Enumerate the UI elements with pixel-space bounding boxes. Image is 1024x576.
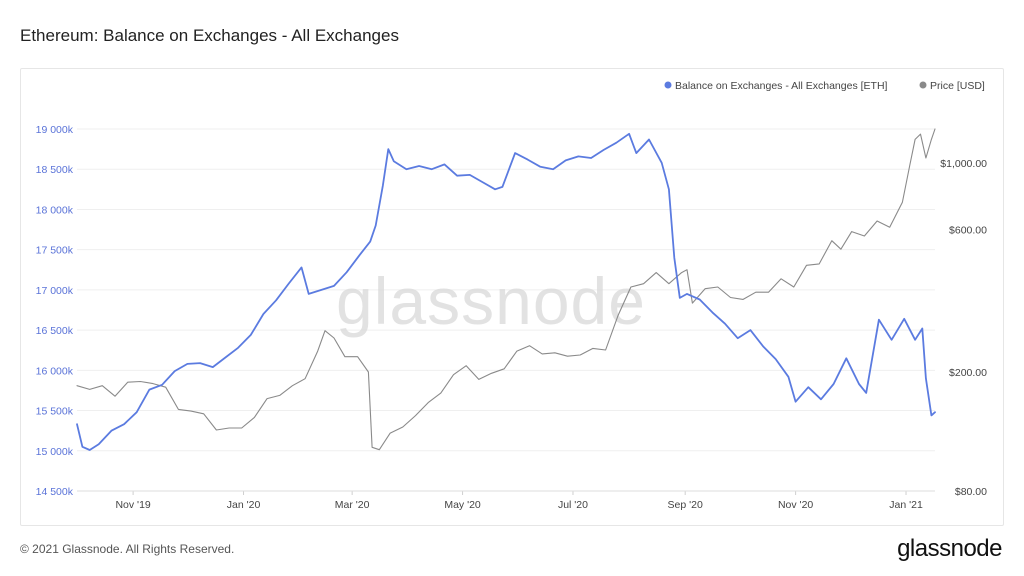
legend: Price [USD] Balance on Exchanges - All Ex… [664,80,985,92]
left-tick-label: 16 500k [36,325,74,337]
left-tick-label: 18 500k [36,164,74,176]
left-tick-label: 18 000k [36,204,74,216]
left-tick-label: 14 500k [36,486,74,498]
price-series-line [76,128,936,451]
x-tick-label: Jan '20 [227,499,261,511]
x-axis: Nov '19 Jan '20 Mar '20 May '20 Jul '20 Sep '… [77,490,935,511]
legend-marker-balance [664,81,672,89]
x-tick-label: Nov '20 [778,499,813,511]
chart-panel: glassnode 14 500k 15 000k 15 500k 16 000k 16… [20,68,1004,526]
x-tick-label: Jan '21 [889,499,923,511]
legend-label-balance: Balance on Exchanges - All Exchanges [ET… [675,80,888,92]
left-tick-label: 17 500k [36,245,74,257]
right-tick-label: $600.00 [949,224,987,236]
x-tick-label: Jul '20 [558,499,588,511]
x-tick-label: Nov '19 [115,499,150,511]
left-tick-label: 15 000k [36,446,74,458]
x-tick-label: Mar '20 [335,499,370,511]
right-axis: $80.00 $200.00 $600.00 $1,000.00 [940,158,987,498]
series-layer [76,128,936,451]
left-tick-label: 17 000k [36,285,74,297]
grid-lines [77,128,935,492]
copyright-text: © 2021 Glassnode. All Rights Reserved. [20,542,235,556]
balance-series-line [76,132,936,451]
legend-marker-price [919,81,927,89]
left-tick-label: 16 000k [36,365,74,377]
left-tick-label: 15 500k [36,406,74,418]
page-title: Ethereum: Balance on Exchanges - All Exc… [20,26,399,45]
legend-label-price: Price [USD] [930,80,985,92]
right-tick-label: $80.00 [955,486,987,498]
x-tick-label: May '20 [444,499,481,511]
right-tick-label: $1,000.00 [940,158,987,170]
x-tick-label: Sep '20 [668,499,703,511]
left-axis: 14 500k 15 000k 15 500k 16 000k 16 500k 17 00… [36,124,74,498]
chart-svg: glassnode 14 500k 15 000k 15 500k 16 000k 16… [36,80,988,511]
watermark-text: glassnode [336,264,646,338]
glassnode-logo: glassnode [897,535,1002,562]
right-tick-label: $200.00 [949,367,987,379]
left-tick-label: 19 000k [36,124,74,136]
